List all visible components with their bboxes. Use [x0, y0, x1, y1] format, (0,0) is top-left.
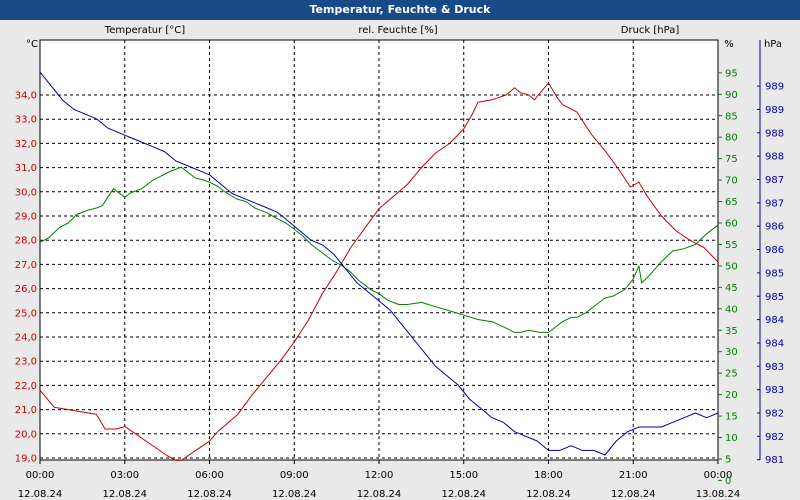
- humidity-tick-label: 70: [725, 176, 738, 187]
- temperature-tick-label: 31,0: [15, 163, 37, 174]
- humidity-tick-label: 85: [725, 111, 738, 122]
- humidity-axis-label: rel. Feuchte [%]: [358, 25, 437, 36]
- pressure-tick-label: 987: [765, 175, 784, 186]
- pressure-tick-label: 986: [765, 222, 784, 233]
- temperature-tick-label: 34,0: [15, 91, 37, 102]
- humidity-unit: %: [724, 39, 734, 50]
- humidity-tick-label: 15: [725, 412, 738, 423]
- x-tick-time: 00:00: [704, 470, 733, 481]
- humidity-series-line: [39, 166, 719, 333]
- humidity-tick-label: 10: [725, 433, 738, 444]
- x-tick-date: 12.08.24: [526, 489, 571, 500]
- pressure-tick-label: 989: [765, 82, 784, 93]
- pressure-tick-label: 987: [765, 198, 784, 209]
- x-tick-time: 03:00: [110, 470, 139, 481]
- pressure-tick-label: 981: [765, 455, 784, 466]
- x-tick-date: 12.08.24: [102, 489, 147, 500]
- x-tick-date: 12.08.24: [18, 489, 63, 500]
- temperature-tick-label: 27,0: [15, 260, 37, 271]
- pressure-tick-label: 988: [765, 152, 784, 163]
- humidity-tick-label: 50: [725, 261, 738, 272]
- x-tick-time: 15:00: [449, 470, 478, 481]
- humidity-tick-label: 20: [725, 390, 738, 401]
- humidity-tick-label: 30: [725, 347, 738, 358]
- temperature-tick-label: 33,0: [15, 115, 37, 126]
- temperature-axis-label: Temperatur [°C]: [104, 25, 185, 36]
- pressure-series-line: [39, 71, 719, 456]
- temperature-tick-label: 20,0: [15, 429, 37, 440]
- axes-group: 00:00 12.08.24 03:00 12.08.24 06:00 12.08.24 0…: [15, 68, 784, 500]
- humidity-tick-label: 75: [725, 154, 738, 165]
- temperature-series-line: [39, 82, 719, 461]
- x-tick-time: 09:00: [280, 470, 309, 481]
- humidity-tick-label: 60: [725, 219, 738, 230]
- temperature-tick-label: 24,0: [15, 333, 37, 344]
- humidity-tick-label: 95: [725, 68, 738, 79]
- window-title: Temperatur, Feuchte & Druck: [309, 3, 491, 16]
- pressure-unit: hPa: [764, 39, 782, 50]
- x-tick-time: 18:00: [534, 470, 563, 481]
- humidity-tick-label: 25: [725, 369, 738, 380]
- x-tick-time: 12:00: [365, 470, 394, 481]
- pressure-tick-label: 989: [765, 105, 784, 116]
- x-tick-date: 12.08.24: [272, 489, 317, 500]
- x-tick-date: 12.08.24: [357, 489, 402, 500]
- x-tick-date: 12.08.24: [611, 489, 656, 500]
- humidity-tick-label: 35: [725, 326, 738, 337]
- x-tick-date: 12.08.24: [441, 489, 486, 500]
- humidity-tick-label: 40: [725, 304, 738, 315]
- temperature-tick-label: 28,0: [15, 236, 37, 247]
- x-tick-time: 06:00: [195, 470, 224, 481]
- pressure-axis-label: Druck [hPa]: [621, 25, 680, 36]
- humidity-tick-label: 80: [725, 133, 738, 144]
- humidity-tick-label: 65: [725, 197, 738, 208]
- temperature-tick-label: 29,0: [15, 212, 37, 223]
- temperature-tick-label: 25,0: [15, 308, 37, 319]
- humidity-tick-label: 55: [725, 240, 738, 251]
- pressure-tick-label: 982: [765, 409, 784, 420]
- humidity-tick-label: 45: [725, 283, 738, 294]
- pressure-tick-label: 984: [765, 315, 784, 326]
- temperature-tick-label: 21,0: [15, 405, 37, 416]
- humidity-tick-label: 5: [725, 454, 731, 465]
- window-title-bar: Temperatur, Feuchte & Druck: [0, 0, 800, 20]
- x-tick-time: 00:00: [26, 470, 55, 481]
- temperature-tick-label: 32,0: [15, 139, 37, 150]
- pressure-tick-label: 985: [765, 292, 784, 303]
- x-tick-date: 13.08.24: [696, 489, 741, 500]
- temperature-tick-label: 19,0: [15, 454, 37, 465]
- chart-area: 00:00 12.08.24 03:00 12.08.24 06:00 12.08.24 0…: [0, 20, 800, 500]
- x-tick-date: 12.08.24: [187, 489, 232, 500]
- humidity-tick-label: 90: [725, 90, 738, 101]
- pressure-tick-label: 986: [765, 245, 784, 256]
- pressure-tick-label: 988: [765, 128, 784, 139]
- pressure-tick-label: 984: [765, 338, 784, 349]
- grid-lines: [40, 40, 718, 460]
- temperature-tick-label: 26,0: [15, 284, 37, 295]
- temperature-tick-label: 23,0: [15, 357, 37, 368]
- x-tick-time: 21:00: [619, 470, 648, 481]
- humidity-tick-label: 0: [725, 476, 731, 487]
- series-group: [39, 71, 719, 461]
- temperature-unit: °C: [26, 39, 38, 50]
- temperature-tick-label: 22,0: [15, 381, 37, 392]
- pressure-tick-label: 983: [765, 362, 784, 373]
- pressure-tick-label: 983: [765, 385, 784, 396]
- pressure-tick-label: 982: [765, 432, 784, 443]
- temperature-tick-label: 30,0: [15, 187, 37, 198]
- pressure-tick-label: 985: [765, 268, 784, 279]
